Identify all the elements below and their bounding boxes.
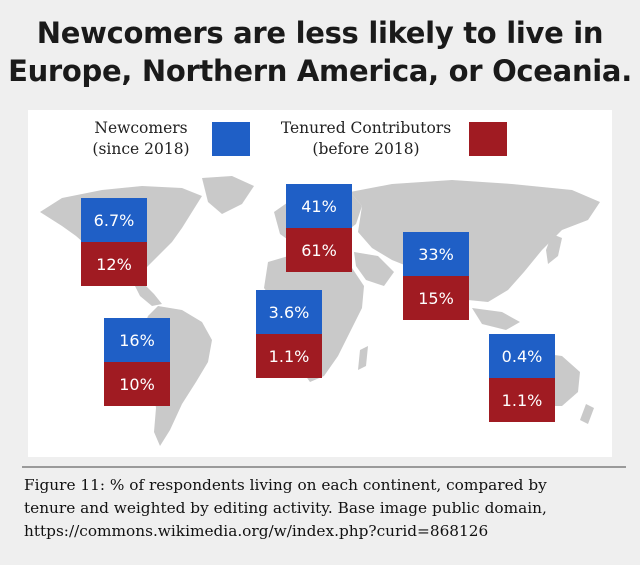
- chart-title: Newcomers are less likely to live in Eur…: [0, 14, 640, 90]
- landmass-greenland: [202, 176, 254, 214]
- tenured-value: 1.1%: [256, 334, 322, 378]
- landmass-arabia: [354, 252, 394, 286]
- region-box-asia: 33% 15%: [403, 232, 469, 320]
- figure-caption: Figure 11: % of respondents living on ea…: [24, 474, 624, 543]
- landmass-new-zealand: [580, 404, 594, 424]
- landmass-madagascar: [358, 346, 368, 370]
- caption-line2: tenure and weighted by editing activity.…: [24, 499, 547, 517]
- tenured-value: 1.1%: [489, 378, 555, 422]
- region-box-europe: 41% 61%: [286, 184, 352, 272]
- legend-tenured-line1: Tenured Contributors: [280, 119, 452, 137]
- region-box-south-america: 16% 10%: [104, 318, 170, 406]
- chart-title-line2: Europe, Northern America, or Oceania.: [8, 54, 632, 88]
- landmass-asia: [350, 180, 600, 302]
- chart-title-line1: Newcomers are less likely to live in: [36, 16, 604, 50]
- tenured-value: 10%: [104, 362, 170, 406]
- legend-newcomers-line1: Newcomers: [94, 119, 188, 137]
- newcomers-value: 33%: [403, 232, 469, 276]
- legend-tenured-line2: (before 2018): [312, 140, 420, 158]
- legend-newcomers-line2: (since 2018): [92, 140, 190, 158]
- caption-line1: Figure 11: % of respondents living on ea…: [24, 476, 547, 494]
- newcomers-value: 6.7%: [81, 198, 147, 242]
- newcomers-value: 41%: [286, 184, 352, 228]
- landmass-japan: [546, 234, 562, 264]
- caption-line3: https://commons.wikimedia.org/w/index.ph…: [24, 522, 489, 540]
- tenured-value: 15%: [403, 276, 469, 320]
- tenured-value: 12%: [81, 242, 147, 286]
- legend-newcomers-label: Newcomers (since 2018): [76, 118, 206, 160]
- newcomers-value: 16%: [104, 318, 170, 362]
- region-box-africa: 3.6% 1.1%: [256, 290, 322, 378]
- region-box-northern-america: 6.7% 12%: [81, 198, 147, 286]
- legend-tenured-label: Tenured Contributors (before 2018): [268, 118, 464, 160]
- newcomers-value: 3.6%: [256, 290, 322, 334]
- caption-divider: [22, 466, 626, 468]
- region-box-oceania: 0.4% 1.1%: [489, 334, 555, 422]
- tenured-value: 61%: [286, 228, 352, 272]
- legend-newcomers-swatch: [212, 122, 250, 156]
- landmass-southeast-asia: [472, 308, 520, 330]
- newcomers-value: 0.4%: [489, 334, 555, 378]
- landmass-central-america: [132, 280, 162, 306]
- legend-tenured-swatch: [469, 122, 507, 156]
